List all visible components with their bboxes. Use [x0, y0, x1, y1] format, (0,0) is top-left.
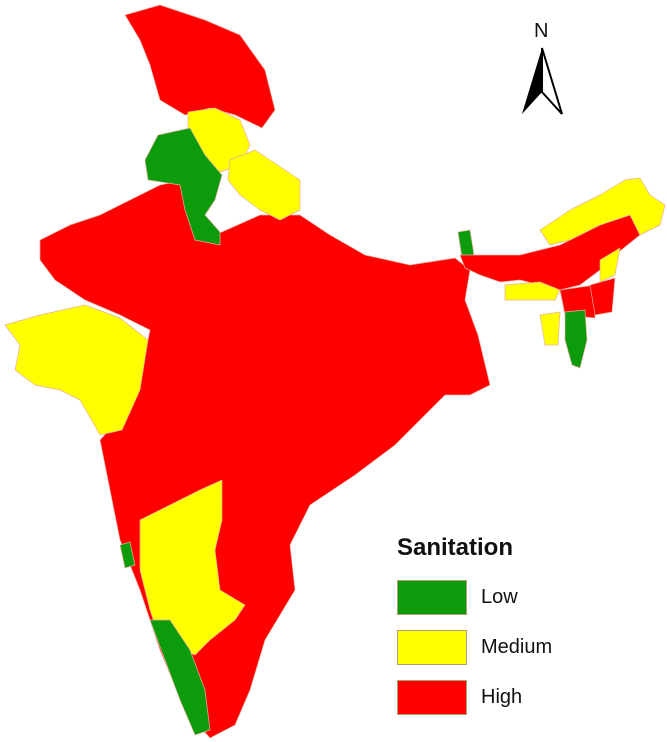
region-uttarakhand-medium	[227, 149, 301, 221]
legend-label: Medium	[481, 635, 553, 658]
legend-item-medium: Medium	[397, 622, 552, 672]
region-sikkim-low	[457, 229, 475, 259]
north-arrow-icon	[522, 47, 563, 115]
region-mizoram-low	[564, 309, 588, 369]
region-nagaland-medium	[599, 247, 621, 283]
region-manipur-high	[589, 277, 616, 316]
legend: Sanitation Low Medium High	[397, 534, 552, 722]
legend-item-low: Low	[397, 572, 552, 622]
region-goa-low	[119, 541, 136, 569]
region-kerala-low	[149, 619, 211, 736]
region-punjab-haryana-low	[144, 127, 223, 246]
legend-swatch-high	[397, 679, 467, 715]
region-arunachal-medium	[539, 177, 666, 246]
north-label: N	[534, 20, 549, 42]
legend-label: Low	[481, 585, 518, 608]
region-ne-high	[559, 284, 596, 319]
legend-swatch-low	[397, 579, 467, 615]
region-meghalaya-medium	[504, 281, 561, 301]
legend-item-high: High	[397, 672, 552, 722]
region-gujarat-medium	[4, 304, 149, 436]
legend-title: Sanitation	[397, 534, 514, 561]
legend-swatch-medium	[397, 629, 467, 665]
legend-label: High	[481, 685, 523, 708]
region-tripura-medium	[539, 311, 561, 346]
region-kashmir-high	[124, 4, 276, 129]
